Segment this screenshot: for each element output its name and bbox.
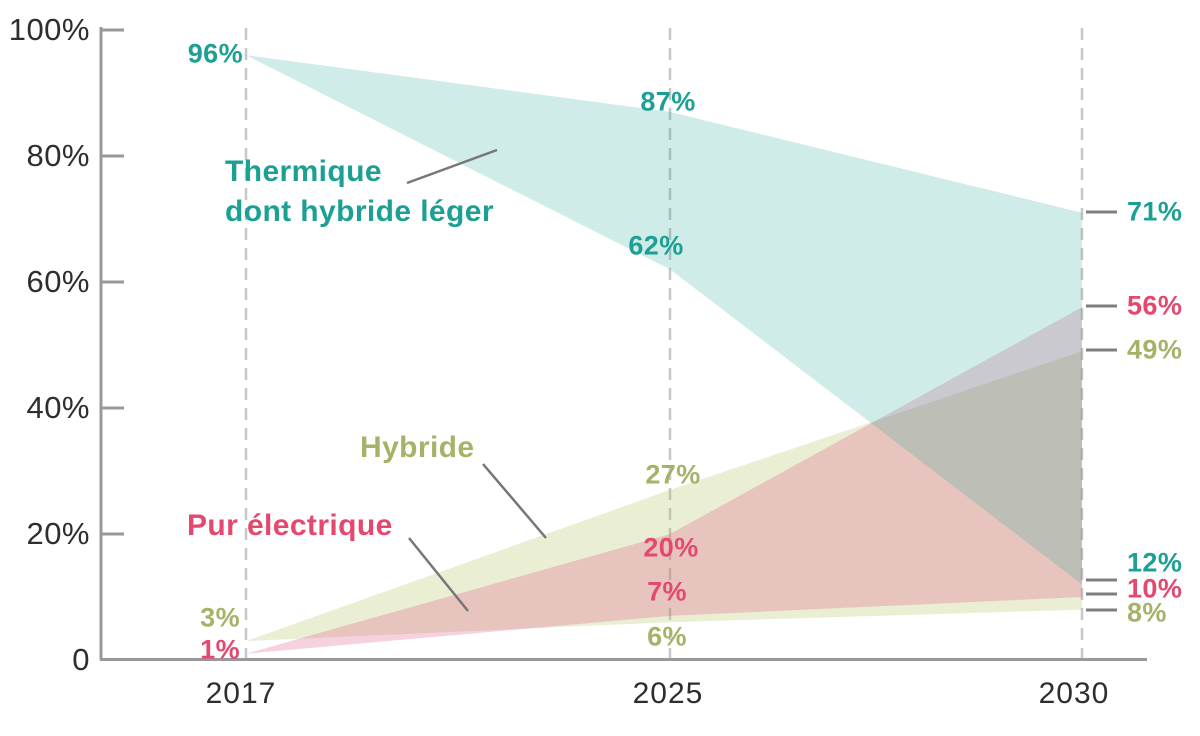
series-label-thermique-line1: Thermique [225, 155, 382, 188]
band-thermique [246, 55, 1082, 585]
x-tick-label-2017: 2017 [205, 677, 277, 710]
value-label-pur-upper_2025: 20% [643, 532, 699, 563]
value-label-pur-lower_2030: 10% [1127, 573, 1183, 604]
value-label-thermique-upper_2030: 71% [1127, 196, 1183, 227]
value-label-hybride-upper_2030: 49% [1127, 334, 1183, 365]
value-label-thermique-lower_2025: 62% [628, 230, 684, 261]
series-label-hybride: Hybride [360, 431, 475, 464]
value-label-hybride-start: 3% [200, 602, 240, 633]
series-label-thermique-line2: dont hybride léger [225, 195, 494, 228]
value-label-pur-start: 1% [200, 634, 240, 665]
series-label-pur-electrique: Pur électrique [187, 509, 393, 542]
value-label-pur-lower_2025: 7% [647, 576, 687, 607]
leader-line-thermique [406, 148, 498, 185]
series-label-thermique: Thermique dont hybride léger [225, 152, 494, 232]
y-tick-label-60%: 60% [26, 264, 90, 299]
value-label-hybride-lower_2030: 8% [1127, 597, 1167, 628]
leader-line-pur-electrique [408, 537, 469, 612]
value-label-thermique-upper_2025: 87% [640, 86, 696, 117]
y-tick-label-80%: 80% [26, 138, 90, 173]
y-tick-label-20%: 20% [26, 516, 90, 551]
value-label-hybride-upper_2025: 27% [645, 459, 701, 490]
value-label-hybride-lower_2025: 6% [647, 621, 687, 652]
band-hybride [246, 351, 1082, 642]
y-tick-label-100%: 100% [8, 12, 90, 47]
value-label-thermique-start: 96% [187, 38, 243, 69]
leader-line-hybride [482, 463, 547, 539]
y-tick-label-0: 0 [72, 642, 90, 677]
x-tick-label-2025: 2025 [632, 677, 704, 710]
value-label-thermique-lower_2030: 12% [1127, 547, 1183, 578]
band-pur-electrique [246, 307, 1082, 654]
x-tick-label-2030: 2030 [1038, 677, 1110, 710]
y-tick-label-40%: 40% [26, 390, 90, 425]
value-label-pur-upper_2030: 56% [1127, 290, 1183, 321]
